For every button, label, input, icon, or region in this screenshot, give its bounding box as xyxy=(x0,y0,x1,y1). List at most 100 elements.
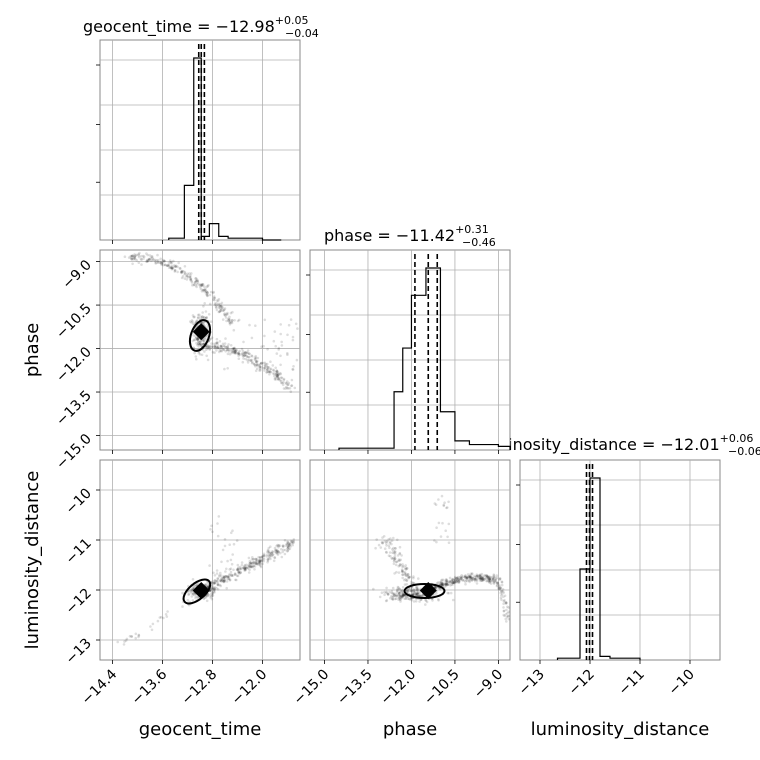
scatter-point-geocent-phase xyxy=(181,269,184,273)
scatter-point-geocent-distance xyxy=(271,553,275,556)
scatter-point-geocent-phase xyxy=(254,354,257,358)
scatter-point-geocent-distance xyxy=(213,586,217,589)
scatter-point-geocent-phase xyxy=(173,265,176,269)
scatter-point-phase-distance xyxy=(445,579,448,583)
scatter-point-geocent-phase xyxy=(223,308,226,312)
scatter-point-phase-distance xyxy=(506,611,509,615)
scatter-point-geocent-phase xyxy=(199,287,203,291)
scatter-point-geocent-phase xyxy=(200,321,203,325)
scatter-point-geocent-phase xyxy=(222,313,226,316)
scatter-point-geocent-phase xyxy=(176,265,179,269)
scatter-point-geocent-phase xyxy=(286,353,289,357)
scatter-point-phase-distance xyxy=(393,550,397,554)
scatter-point-geocent-phase xyxy=(162,259,166,263)
scatter-point-geocent-phase xyxy=(228,321,231,324)
scatter-point-geocent-phase xyxy=(189,277,193,281)
scatter-point-geocent-phase xyxy=(185,274,189,277)
scatter-point-geocent-distance xyxy=(223,538,227,541)
scatter-point-geocent-phase xyxy=(199,284,203,287)
scatter-point-phase-distance xyxy=(415,592,419,596)
scatter-point-phase-distance xyxy=(453,580,457,584)
scatter-point-phase-distance xyxy=(481,577,485,580)
scatter-point-phase-distance xyxy=(446,580,450,583)
scatter-point-geocent-phase xyxy=(155,261,158,265)
scatter-point-phase-distance xyxy=(486,577,490,581)
scatter-point-geocent-distance xyxy=(137,634,141,637)
scatter-point-geocent-phase xyxy=(203,302,206,305)
scatter-point-phase-distance xyxy=(404,568,408,571)
scatter-point-phase-distance xyxy=(410,589,414,592)
scatter-point-phase-distance xyxy=(462,579,466,582)
scatter-point-geocent-distance xyxy=(224,570,227,573)
scatter-point-geocent-phase xyxy=(205,293,209,297)
scatter-point-geocent-phase xyxy=(219,309,223,313)
scatter-point-phase-distance xyxy=(498,577,502,580)
scatter-point-geocent-distance xyxy=(289,545,293,548)
scatter-point-geocent-phase xyxy=(123,255,127,258)
scatter-point-phase-distance xyxy=(414,588,418,591)
scatter-point-geocent-phase xyxy=(228,315,231,319)
scatter-point-geocent-distance xyxy=(258,560,261,563)
scatter-point-geocent-phase xyxy=(200,290,204,293)
scatter-point-phase-distance xyxy=(505,620,508,623)
scatter-point-geocent-phase xyxy=(179,267,182,270)
scatter-point-phase-distance xyxy=(479,577,483,581)
scatter-point-phase-distance xyxy=(456,578,459,582)
scatter-point-geocent-phase xyxy=(266,348,269,351)
scatter-point-geocent-distance xyxy=(210,594,214,597)
scatter-point-geocent-phase xyxy=(274,370,278,374)
scatter-point-phase-distance xyxy=(457,580,461,583)
scatter-point-geocent-distance xyxy=(273,546,277,550)
scatter-point-geocent-phase xyxy=(243,351,247,354)
scatter-point-geocent-distance xyxy=(266,551,269,554)
scatter-point-phase-distance xyxy=(390,539,394,542)
scatter-point-geocent-distance xyxy=(222,575,225,579)
scatter-point-phase-distance xyxy=(455,576,459,580)
scatter-point-geocent-distance xyxy=(216,580,219,583)
scatter-point-geocent-phase xyxy=(241,352,244,355)
scatter-point-geocent-distance xyxy=(216,582,220,585)
scatter-point-geocent-phase xyxy=(193,338,196,342)
scatter-point-phase-distance xyxy=(456,577,460,581)
scatter-point-geocent-phase xyxy=(170,267,174,270)
scatter-point-geocent-phase xyxy=(146,259,150,263)
scatter-point-phase-distance xyxy=(498,587,501,591)
scatter-point-geocent-distance xyxy=(280,555,284,559)
scatter-point-geocent-distance xyxy=(277,550,280,553)
scatter-point-geocent-phase xyxy=(191,320,194,324)
scatter-point-geocent-distance xyxy=(255,558,258,561)
scatter-point-geocent-phase xyxy=(205,316,208,320)
scatter-point-phase-distance xyxy=(401,594,405,597)
scatter-point-phase-distance xyxy=(398,564,402,567)
scatter-point-phase-distance xyxy=(495,574,499,577)
scatter-point-geocent-distance xyxy=(225,567,228,571)
scatter-point-geocent-phase xyxy=(254,364,257,368)
scatter-point-geocent-phase xyxy=(197,351,201,355)
scatter-point-geocent-phase xyxy=(194,277,198,280)
contour-phase-distance xyxy=(403,583,446,599)
scatter-point-phase-distance xyxy=(416,591,420,595)
scatter-point-geocent-phase xyxy=(269,360,272,364)
scatter-point-phase-distance xyxy=(502,606,505,609)
scatter-point-phase-distance xyxy=(397,595,401,598)
scatter-point-geocent-phase xyxy=(219,305,223,308)
scatter-point-geocent-phase xyxy=(260,345,263,349)
scatter-point-geocent-distance xyxy=(162,616,165,620)
x-tick-label: −14.4 xyxy=(79,666,121,708)
scatter-point-geocent-distance xyxy=(223,580,226,584)
y-tick-label: −9.0 xyxy=(59,257,94,292)
scatter-point-geocent-phase xyxy=(230,320,233,324)
scatter-point-geocent-distance xyxy=(280,548,283,551)
scatter-point-geocent-distance xyxy=(191,587,195,590)
scatter-point-geocent-distance xyxy=(238,567,242,571)
scatter-point-phase-distance xyxy=(439,582,442,585)
scatter-point-geocent-phase xyxy=(286,352,289,355)
scatter-point-geocent-phase xyxy=(278,378,282,382)
scatter-point-geocent-phase xyxy=(145,260,148,264)
scatter-point-geocent-phase xyxy=(167,261,171,265)
scatter-point-geocent-phase xyxy=(238,349,241,353)
scatter-point-geocent-phase xyxy=(183,277,187,280)
scatter-point-geocent-phase xyxy=(280,340,284,344)
scatter-point-phase-distance xyxy=(419,594,423,598)
scatter-point-geocent-phase xyxy=(224,316,228,319)
